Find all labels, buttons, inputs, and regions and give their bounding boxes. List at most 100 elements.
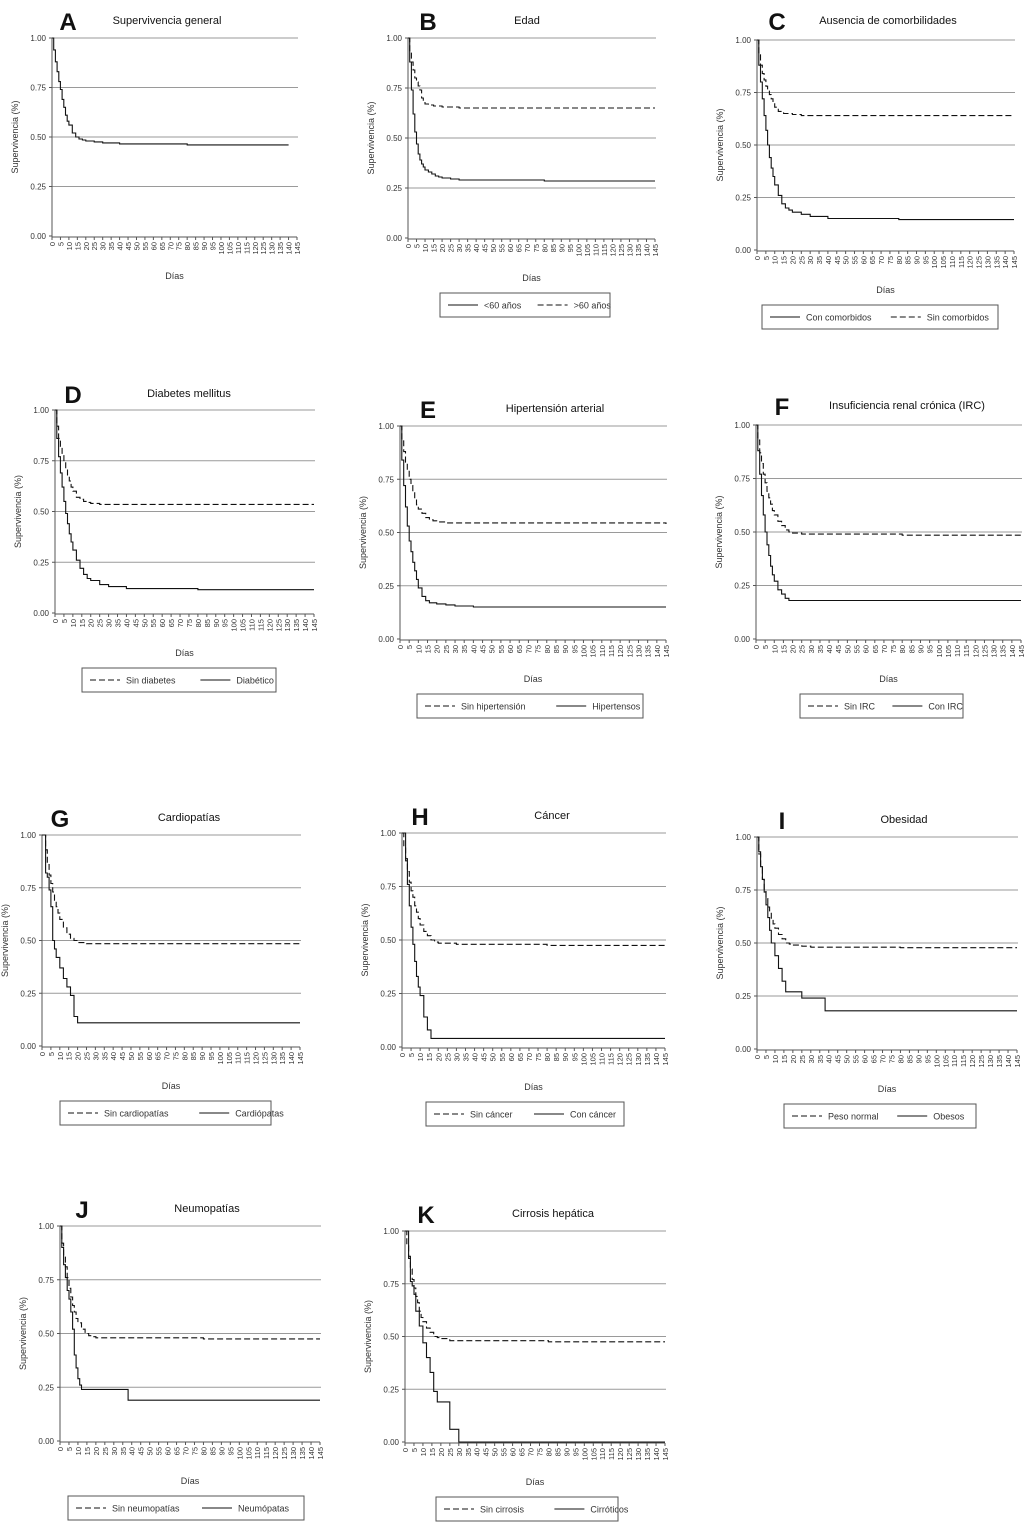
- x-tick-label: 0: [752, 645, 761, 649]
- x-tick-label: 10: [770, 645, 779, 653]
- legend-label: Peso normal: [828, 1112, 879, 1122]
- x-tick-label: 90: [562, 1448, 571, 1456]
- x-tick-label: 20: [434, 1053, 443, 1061]
- x-tick-label: 135: [644, 645, 653, 658]
- x-tick-label: 50: [127, 1052, 136, 1060]
- legend-label: Con comorbidos: [806, 313, 872, 323]
- x-tick-label: 75: [889, 645, 898, 653]
- x-tick-label: 45: [131, 619, 140, 627]
- x-tick-label: 10: [771, 1055, 780, 1063]
- x-tick-label: 80: [544, 1448, 553, 1456]
- legend-label: Sin hipertensión: [461, 702, 526, 712]
- y-axis-label: Supervivencia (%): [366, 101, 376, 174]
- x-tick-label: 70: [176, 619, 185, 627]
- y-axis-label: Supervivencia (%): [13, 475, 23, 548]
- x-tick-label: 140: [652, 1448, 661, 1461]
- x-tick-label: 110: [950, 1055, 959, 1067]
- x-tick-label: 125: [260, 1052, 269, 1065]
- panel-title: Cardiopatías: [158, 812, 221, 824]
- x-tick-label: 25: [447, 244, 456, 252]
- y-tick-label: 1.00: [386, 34, 402, 43]
- y-tick-label: 0.50: [38, 1330, 54, 1339]
- x-tick-label: 115: [959, 1055, 968, 1067]
- y-tick-label: 0.00: [386, 234, 402, 243]
- x-tick-label: 115: [256, 619, 265, 631]
- x-tick-label: 40: [473, 1448, 482, 1456]
- x-tick-label: 30: [105, 619, 114, 627]
- x-tick-label: 40: [472, 244, 481, 252]
- legend-label: Sin cáncer: [470, 1110, 513, 1120]
- x-tick-label: 10: [56, 1052, 65, 1060]
- x-tick-label: 90: [212, 619, 221, 627]
- panel-letter: G: [51, 806, 70, 833]
- legend-box: [761, 304, 999, 330]
- x-tick-label: 130: [634, 1448, 643, 1461]
- x-axis-label: Días: [522, 273, 541, 283]
- x-tick-label: 65: [515, 244, 524, 252]
- x-tick-label: 80: [199, 1447, 208, 1455]
- x-tick-label: 145: [296, 1052, 305, 1065]
- x-tick-label: 5: [407, 1053, 416, 1057]
- x-tick-label: 10: [69, 619, 78, 627]
- x-tick-label: 65: [868, 256, 877, 264]
- x-tick-label: 25: [798, 645, 807, 653]
- x-tick-label: 15: [78, 619, 87, 627]
- x-tick-label: 125: [625, 1448, 634, 1461]
- x-tick-label: 15: [425, 1053, 434, 1061]
- y-tick-label: 0.25: [734, 582, 750, 591]
- x-tick-label: 95: [566, 244, 575, 252]
- x-tick-label: 15: [780, 1055, 789, 1063]
- x-tick-label: 20: [789, 645, 798, 653]
- series-line-sin-cirrosis: [405, 1230, 665, 1343]
- series-line-peso-normal: [757, 836, 1017, 949]
- x-tick-label: 140: [1004, 1055, 1013, 1068]
- y-axis-label: Supervivencia (%): [715, 906, 725, 979]
- x-tick-label: 65: [870, 1055, 879, 1063]
- panel-title: Hipertensión arterial: [506, 403, 604, 415]
- x-tick-label: 145: [661, 1053, 670, 1066]
- x-tick-label: 135: [634, 244, 643, 257]
- y-tick-label: 0.50: [735, 141, 751, 150]
- legend-label: Sin cirrosis: [480, 1505, 525, 1515]
- x-tick-label: 110: [598, 1448, 607, 1460]
- x-tick-label: 100: [217, 242, 226, 255]
- series-line-cirr-ticos: [405, 1230, 665, 1443]
- series-line-sin-neumopat-as: [60, 1225, 320, 1340]
- x-tick-label: 130: [983, 256, 992, 269]
- y-tick-label: 0.75: [380, 883, 396, 892]
- y-tick-label: 0.50: [30, 133, 46, 142]
- x-tick-label: 55: [852, 1055, 861, 1063]
- y-tick-label: 0.00: [735, 1045, 751, 1054]
- x-tick-label: 125: [975, 256, 984, 269]
- x-tick-label: 20: [437, 1448, 446, 1456]
- x-tick-label: 135: [276, 242, 285, 255]
- legend-label: >60 años: [574, 301, 612, 311]
- x-tick-label: 85: [189, 1052, 198, 1060]
- panel-c: C Ausencia de comorbilidades 0.00 0.25 0.50 0…: [715, 9, 1019, 330]
- x-tick-label: 115: [600, 244, 609, 256]
- x-tick-label: 125: [980, 645, 989, 658]
- y-axis-label: Supervivencia (%): [0, 904, 10, 977]
- x-axis-label: Días: [879, 674, 898, 684]
- y-tick-label: 1.00: [735, 833, 751, 842]
- x-tick-label: 25: [90, 242, 99, 250]
- x-axis-label: Días: [165, 271, 184, 281]
- x-tick-label: 90: [561, 1053, 570, 1061]
- y-tick-label: 1.00: [30, 34, 46, 43]
- x-tick-label: 105: [244, 1447, 253, 1460]
- x-tick-label: 100: [930, 256, 939, 269]
- x-tick-label: 125: [625, 645, 634, 658]
- x-tick-label: 5: [65, 1447, 74, 1451]
- x-tick-label: 140: [642, 244, 651, 257]
- x-tick-label: 70: [879, 1055, 888, 1063]
- x-tick-label: 55: [136, 1052, 145, 1060]
- x-tick-label: 50: [842, 256, 851, 264]
- x-tick-label: 50: [489, 1053, 498, 1061]
- x-tick-label: 135: [292, 619, 301, 632]
- panel-title: Supervivencia general: [113, 15, 222, 27]
- x-tick-label: 120: [616, 645, 625, 658]
- x-tick-label: 45: [480, 1053, 489, 1061]
- y-tick-label: 0.50: [380, 936, 396, 945]
